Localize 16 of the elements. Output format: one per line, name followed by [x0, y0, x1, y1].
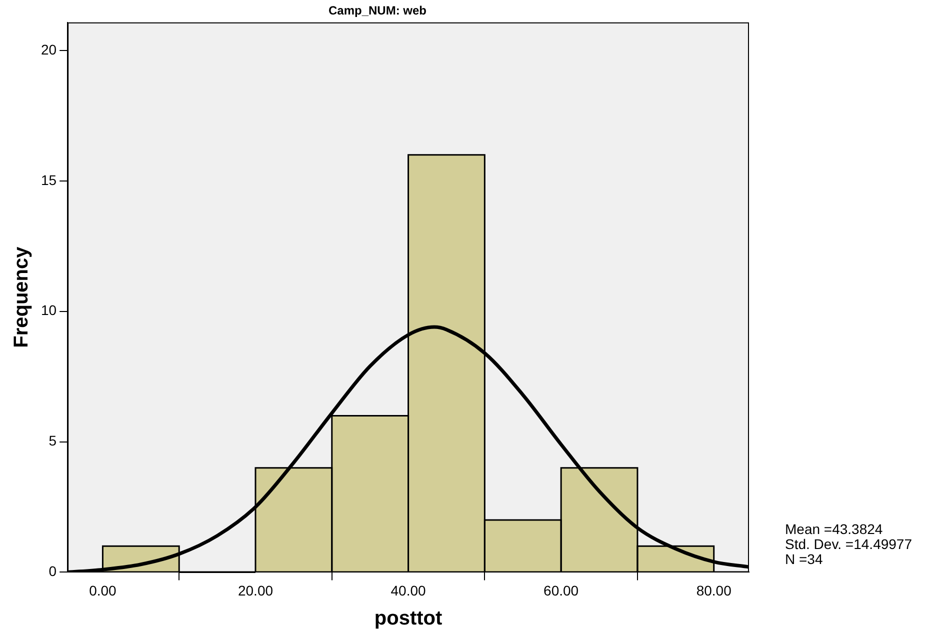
text: N =34: [785, 551, 823, 568]
x-tick-label: 60.00: [544, 582, 579, 598]
y-tick-label: 15: [40, 172, 57, 188]
y-tick-label: 10: [40, 302, 57, 318]
y-axis-title: Frequency: [10, 246, 33, 348]
y-tick-label: 5: [48, 432, 57, 449]
x-tick-label: 80.00: [696, 582, 732, 598]
x-tick-label: 0.00: [89, 582, 117, 598]
x-axis-title: posttot: [374, 608, 442, 630]
text: Std. Dev. =14.49977: [785, 536, 912, 552]
text: Mean =43.3824: [785, 521, 883, 538]
y-tick-label: 20: [40, 41, 57, 58]
x-tick-label: 40.00: [390, 582, 426, 598]
x-tick-label: 20.00: [238, 582, 274, 598]
chart-title: Camp_NUM: web: [328, 4, 427, 18]
y-tick-label: 0: [48, 563, 57, 580]
